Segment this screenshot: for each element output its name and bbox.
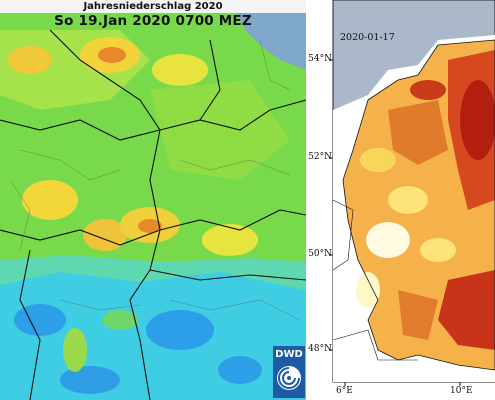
dwd-logo-text: DWD: [275, 349, 303, 360]
gridded-map-panel: 2020-01-17 54°N 52°N 50°N 48°N 6°E 10°E: [308, 0, 495, 400]
dwd-swirl-icon: [277, 366, 301, 390]
lon-label-6: 6°E: [336, 386, 353, 396]
map-title: Jahresniederschlag 2020: [0, 0, 306, 13]
lon-label-10: 10°E: [450, 386, 473, 396]
precipitation-map: [0, 0, 306, 400]
gridded-map: [329, 0, 495, 386]
lat-label-50: 50°N: [308, 249, 332, 259]
precipitation-map-panel: Jahresniederschlag 2020 So 19.Jan 2020 0…: [0, 0, 306, 400]
dwd-logo: DWD: [273, 346, 305, 398]
lat-label-48: 48°N: [308, 344, 332, 354]
map-date-label: 2020-01-17: [340, 32, 395, 43]
lat-label-54: 54°N: [308, 54, 332, 64]
lat-label-52: 52°N: [308, 152, 332, 162]
map-date: So 19.Jan 2020 0700 MEZ: [54, 13, 252, 29]
